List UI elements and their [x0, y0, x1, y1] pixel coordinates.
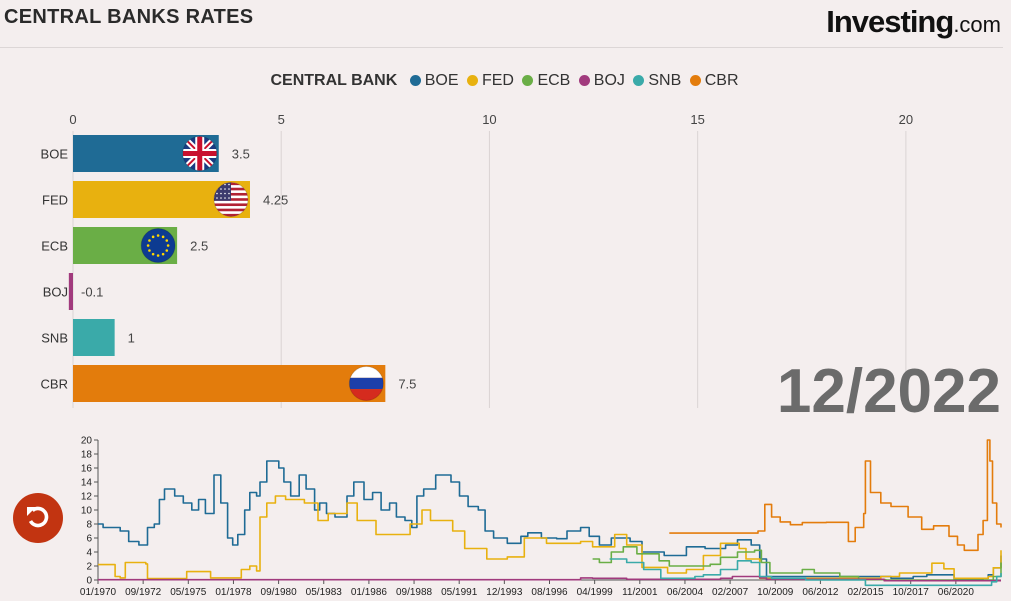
series-line-fed [98, 495, 1002, 580]
legend-item-ecb[interactable]: ECB [522, 72, 570, 89]
x-tick-label: 09/1988 [396, 587, 433, 598]
x-tick-label: 09/1972 [125, 587, 162, 598]
legend-dot-snb [633, 75, 645, 86]
y-tick-label: 8 [86, 520, 92, 531]
bar-chart: 0 5 10 15 20 BOE 3.5 FED 4.25 ECB 2.5 BOJ -0.1 SNB 1 CB… [41, 112, 913, 408]
bar-value-label: -0.1 [81, 285, 103, 300]
bar-value-label: 4.25 [263, 193, 288, 208]
legend-title: CENTRAL BANK [270, 72, 398, 89]
series-line-snb [609, 558, 1002, 587]
y-tick-label: 14 [81, 478, 93, 489]
series-line-cbr [669, 439, 1002, 552]
x-tick-label: 01/1986 [351, 587, 388, 598]
y-tick-label: 10 [81, 506, 93, 517]
x-tick-label: 05/1983 [306, 587, 343, 598]
brand-main: Investing [826, 4, 954, 39]
y-tick-label: 4 [86, 548, 92, 559]
x-tick-label: 10/2017 [893, 587, 930, 598]
brand-suffix: .com [953, 12, 1001, 37]
y-tick-label: 18 [81, 450, 93, 461]
eu-flag-icon [140, 228, 176, 263]
page-title: CENTRAL BANKS RATES [4, 6, 254, 28]
bar-axis-tick-label: 0 [69, 112, 76, 127]
bar-category-label: ECB [41, 239, 68, 254]
legend-item-snb[interactable]: SNB [633, 72, 681, 89]
x-tick-label: 09/1980 [261, 587, 298, 598]
y-tick-label: 0 [86, 576, 92, 587]
x-tick-label: 08/1996 [531, 587, 568, 598]
bar-axis-tick-label: 10 [482, 112, 496, 127]
bar-boj [68, 273, 73, 310]
brand-logo[interactable]: Investing.com [826, 4, 1001, 40]
x-tick-label: 06/2004 [667, 587, 704, 598]
bar-cbr [73, 365, 386, 402]
legend: CENTRAL BANK BOE FED ECB BOJ SNB CBR [0, 72, 1011, 90]
y-tick-label: 20 [81, 436, 93, 447]
bar-axis-tick-label: 20 [899, 112, 913, 127]
legend-dot-boj [578, 75, 590, 86]
replay-icon [27, 506, 49, 528]
y-tick-label: 2 [86, 562, 92, 573]
x-tick-label: 01/1978 [215, 587, 252, 598]
bar-value-label: 7.5 [398, 377, 416, 392]
legend-dot-cbr [689, 75, 701, 86]
y-tick-label: 12 [81, 492, 93, 503]
x-tick-label: 06/2020 [938, 587, 975, 598]
series-line-boj [98, 575, 1001, 582]
bar-value-label: 3.5 [232, 147, 250, 162]
current-period-label: 12/2022 [776, 357, 1001, 426]
series-line-boe [98, 460, 1002, 581]
x-tick-label: 06/2012 [802, 587, 839, 598]
bar-snb [73, 319, 115, 356]
x-tick-label: 04/1999 [577, 587, 614, 598]
y-tick-label: 16 [81, 464, 93, 475]
bar-value-label: 2.5 [190, 239, 208, 254]
bar-category-label: BOE [41, 147, 69, 162]
legend-item-fed[interactable]: FED [466, 72, 514, 89]
us-flag-icon [213, 182, 249, 217]
bar-category-label: BOJ [43, 285, 68, 300]
legend-dot-ecb [522, 75, 534, 86]
bar-axis-tick-label: 5 [278, 112, 285, 127]
legend-dot-fed [466, 75, 478, 86]
uk-flag-icon [182, 136, 218, 171]
legend-dot-boe [409, 75, 421, 86]
x-tick-label: 12/1993 [486, 587, 523, 598]
x-tick-label: 11/2001 [622, 587, 658, 598]
x-tick-label: 10/2009 [757, 587, 794, 598]
legend-item-boe[interactable]: BOE [409, 72, 459, 89]
legend-item-boj[interactable]: BOJ [578, 72, 625, 89]
line-chart: 0 2 4 6 8 10 12 14 16 18 20 01/1970 09/1972 05/1975 01… [80, 436, 1002, 598]
bar-category-label: FED [42, 193, 68, 208]
x-tick-label: 01/1970 [80, 587, 117, 598]
legend-item-cbr[interactable]: CBR [689, 72, 739, 89]
bar-category-label: CBR [41, 377, 68, 392]
x-tick-label: 05/1975 [170, 587, 207, 598]
bar-value-label: 1 [128, 331, 135, 346]
x-tick-label: 02/2015 [847, 587, 884, 598]
x-tick-label: 05/1991 [441, 587, 478, 598]
y-tick-label: 6 [86, 534, 92, 545]
header-divider [0, 47, 1003, 48]
russia-flag-icon [348, 366, 384, 401]
bar-category-label: SNB [41, 331, 68, 346]
x-tick-label: 02/2007 [712, 587, 749, 598]
bar-axis-tick-label: 15 [690, 112, 704, 127]
replay-button[interactable] [13, 493, 63, 543]
